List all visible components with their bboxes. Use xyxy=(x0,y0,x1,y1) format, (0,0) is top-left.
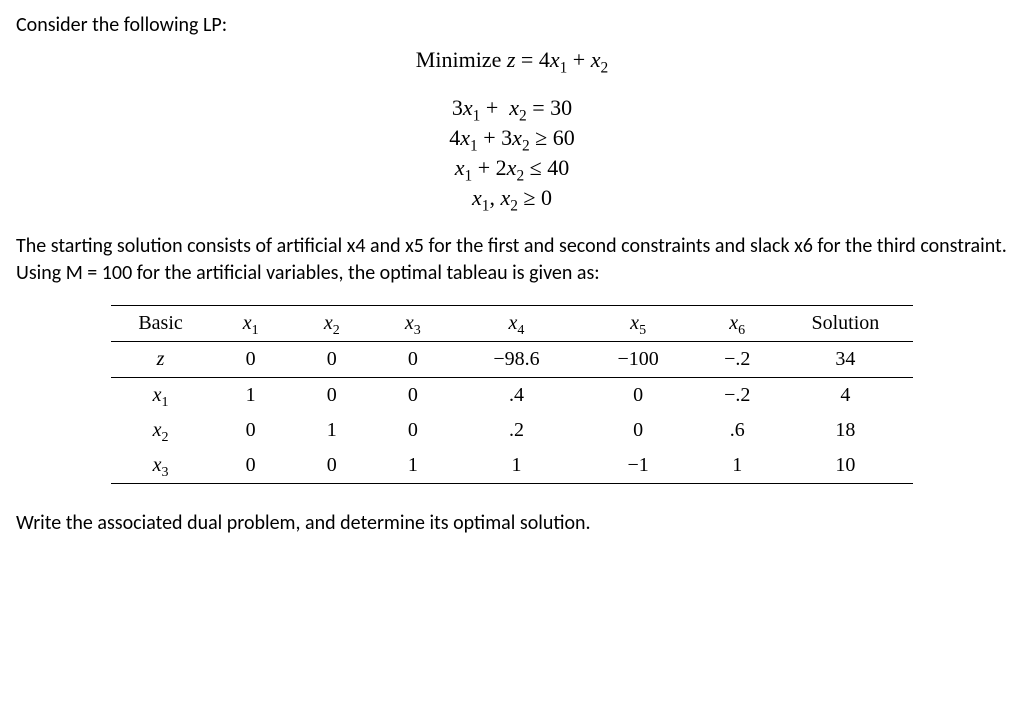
cell: 10 xyxy=(778,448,913,484)
objective-function: Minimize z = 4x1 + x2 xyxy=(16,47,1008,73)
cell: −.2 xyxy=(697,378,778,414)
cell: 1 xyxy=(210,378,291,414)
constraint-4: x1, x2 ≥ 0 xyxy=(16,185,1008,211)
col-x5: x5 xyxy=(580,306,697,342)
basic-var: x3 xyxy=(111,448,210,484)
col-x1: x1 xyxy=(210,306,291,342)
constraints-block: 3x1 + x2 = 30 4x1 + 3x2 ≥ 60 x1 + 2x2 ≤ … xyxy=(16,95,1008,211)
table-row: x1 1 0 0 .4 0 −.2 4 xyxy=(111,378,913,414)
cell: −.2 xyxy=(697,342,778,378)
intro-text: Consider the following LP: xyxy=(16,12,1008,39)
constraint-2: 4x1 + 3x2 ≥ 60 xyxy=(16,125,1008,151)
basic-var: x2 xyxy=(111,413,210,448)
col-basic: Basic xyxy=(111,306,210,342)
cell: .4 xyxy=(453,378,579,414)
cell: 0 xyxy=(580,378,697,414)
constraint-1: 3x1 + x2 = 30 xyxy=(16,95,1008,121)
cell: 0 xyxy=(580,413,697,448)
simplex-tableau: Basic x1 x2 x3 x4 x5 x6 Solution z 0 0 0… xyxy=(111,305,913,484)
cell: 0 xyxy=(291,342,372,378)
col-x6: x6 xyxy=(697,306,778,342)
table-header-row: Basic x1 x2 x3 x4 x5 x6 Solution xyxy=(111,306,913,342)
cell: 0 xyxy=(372,342,453,378)
objective-prefix: Minimize xyxy=(416,47,507,72)
tableau-wrapper: Basic x1 x2 x3 x4 x5 x6 Solution z 0 0 0… xyxy=(16,305,1008,484)
basic-var: z xyxy=(111,342,210,378)
cell: 0 xyxy=(372,378,453,414)
question-text: Write the associated dual problem, and d… xyxy=(16,510,1008,537)
cell: 0 xyxy=(210,413,291,448)
constraint-3: x1 + 2x2 ≤ 40 xyxy=(16,155,1008,181)
cell: −1 xyxy=(580,448,697,484)
cell: 4 xyxy=(778,378,913,414)
basic-var: x1 xyxy=(111,378,210,414)
cell: 0 xyxy=(291,378,372,414)
col-x4: x4 xyxy=(453,306,579,342)
cell: .2 xyxy=(453,413,579,448)
table-row: x2 0 1 0 .2 0 .6 18 xyxy=(111,413,913,448)
cell: −98.6 xyxy=(453,342,579,378)
col-solution: Solution xyxy=(778,306,913,342)
cell: 1 xyxy=(453,448,579,484)
col-x3: x3 xyxy=(372,306,453,342)
cell: −100 xyxy=(580,342,697,378)
body-text: The starting solution consists of artifi… xyxy=(16,233,1008,287)
cell: 1 xyxy=(372,448,453,484)
table-row: z 0 0 0 −98.6 −100 −.2 34 xyxy=(111,342,913,378)
cell: 34 xyxy=(778,342,913,378)
cell: 0 xyxy=(372,413,453,448)
col-x2: x2 xyxy=(291,306,372,342)
objective-expr: z = 4x1 + x2 xyxy=(507,47,608,72)
cell: 0 xyxy=(210,342,291,378)
table-row: x3 0 0 1 1 −1 1 10 xyxy=(111,448,913,484)
cell: 0 xyxy=(291,448,372,484)
cell: 1 xyxy=(697,448,778,484)
cell: 1 xyxy=(291,413,372,448)
cell: 18 xyxy=(778,413,913,448)
cell: .6 xyxy=(697,413,778,448)
cell: 0 xyxy=(210,448,291,484)
